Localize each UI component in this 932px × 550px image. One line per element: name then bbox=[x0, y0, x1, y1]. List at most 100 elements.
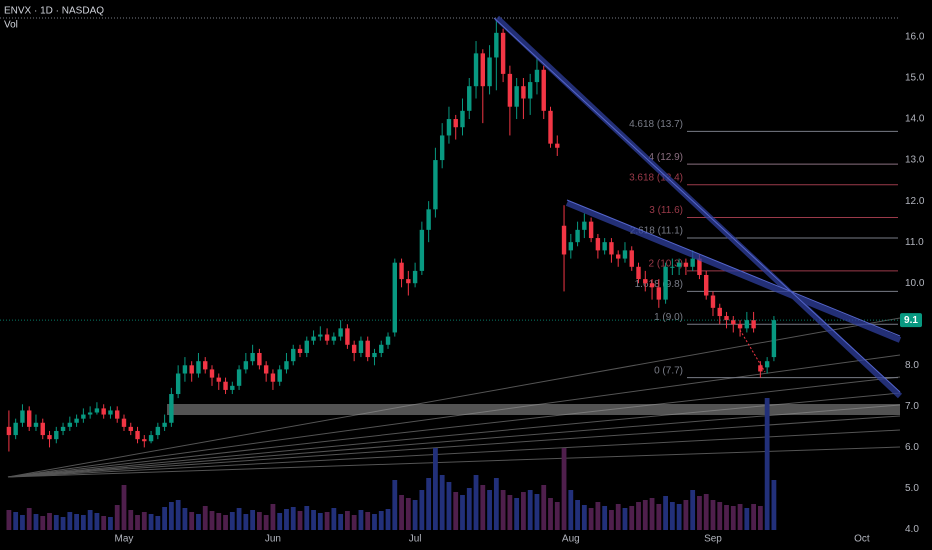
volume-bar bbox=[683, 500, 689, 530]
volume-bar bbox=[94, 513, 100, 530]
candle-body bbox=[534, 69, 540, 83]
candle-body bbox=[324, 334, 330, 341]
candle-body bbox=[216, 377, 221, 382]
candle-body bbox=[196, 361, 201, 374]
volume-bar bbox=[669, 502, 675, 530]
candle-body bbox=[758, 365, 763, 372]
candle-body bbox=[446, 119, 452, 136]
volume-bar bbox=[460, 495, 465, 530]
candle-body bbox=[588, 221, 594, 239]
volume-bar bbox=[751, 504, 756, 530]
candle-body bbox=[676, 262, 682, 267]
volume-bar bbox=[53, 515, 59, 530]
candle-body bbox=[663, 266, 668, 300]
y-tick-label: 16.0 bbox=[905, 32, 925, 43]
candle-body bbox=[683, 262, 689, 267]
volume-bar bbox=[202, 506, 208, 530]
volume-bar bbox=[20, 515, 25, 530]
volume-bar bbox=[453, 492, 459, 530]
candle-body bbox=[453, 119, 458, 128]
candle-body bbox=[135, 430, 140, 440]
volume-bar bbox=[771, 480, 777, 530]
candle-body bbox=[419, 229, 425, 271]
candle-body bbox=[467, 86, 472, 111]
volume-bar bbox=[493, 478, 499, 530]
candle-body bbox=[717, 307, 722, 317]
candle-body bbox=[121, 418, 127, 427]
candle-body bbox=[33, 422, 39, 427]
candle-body bbox=[230, 385, 235, 390]
volume-bar bbox=[744, 508, 750, 530]
candle-body bbox=[744, 320, 750, 329]
volume-bar bbox=[568, 490, 574, 530]
fib-label: 3 (11.6) bbox=[649, 205, 683, 216]
candle-body bbox=[155, 426, 161, 436]
volume-bar bbox=[135, 515, 140, 530]
candle-body bbox=[433, 160, 438, 210]
volume-bar bbox=[101, 516, 107, 530]
volume-bar bbox=[392, 480, 398, 530]
candle-body bbox=[338, 328, 343, 337]
candle-body bbox=[331, 336, 337, 341]
y-tick-label: 8.0 bbox=[905, 360, 919, 371]
volume-bar bbox=[500, 490, 506, 530]
candle-body bbox=[575, 229, 580, 243]
candle-body bbox=[128, 426, 133, 431]
volume-bar bbox=[196, 514, 201, 530]
candle-body bbox=[412, 270, 418, 284]
volume-bar bbox=[703, 494, 709, 530]
volume-bar bbox=[372, 514, 377, 530]
candle-body bbox=[243, 361, 249, 370]
candle-body bbox=[94, 408, 100, 413]
y-tick-label: 7.0 bbox=[905, 401, 919, 412]
volume-bar bbox=[229, 512, 235, 530]
candle-body bbox=[406, 279, 411, 284]
volume-bar bbox=[575, 500, 580, 530]
volume-bar bbox=[345, 511, 350, 530]
fan-line bbox=[7, 446, 901, 478]
volume-bar bbox=[480, 485, 486, 530]
volume-bar bbox=[629, 506, 635, 530]
candle-body bbox=[318, 334, 323, 337]
volume-bar bbox=[297, 511, 303, 530]
candle-body bbox=[710, 295, 716, 308]
candle-body bbox=[649, 283, 655, 288]
volume-bar bbox=[385, 509, 391, 530]
candle-body bbox=[257, 352, 262, 366]
y-tick-label: 4.0 bbox=[905, 524, 919, 535]
volume-bar bbox=[378, 511, 384, 530]
volume-bar bbox=[554, 502, 560, 530]
candle-body bbox=[561, 225, 567, 255]
candle-body bbox=[622, 250, 628, 259]
volume-bar bbox=[405, 498, 411, 530]
volume-bar bbox=[108, 517, 113, 530]
volume-bar bbox=[155, 516, 161, 530]
volume-bar bbox=[446, 482, 452, 530]
candle-body bbox=[473, 53, 479, 87]
volume-bar bbox=[338, 514, 344, 530]
volume-bar bbox=[351, 515, 357, 530]
candle-body bbox=[480, 53, 485, 87]
candle-body bbox=[656, 287, 662, 300]
volume-bar bbox=[13, 512, 19, 530]
fib-label: 4.618 (13.7) bbox=[629, 119, 683, 130]
candle-body bbox=[487, 57, 492, 87]
volume-bar bbox=[521, 492, 526, 530]
fan-line bbox=[7, 429, 901, 478]
chart-title: ENVX · 1D · NASDAQ bbox=[4, 6, 104, 17]
volume-bar bbox=[676, 504, 682, 530]
candle-body bbox=[460, 110, 465, 128]
volume-bar bbox=[419, 490, 425, 530]
volume-bar bbox=[487, 490, 492, 530]
candle-body bbox=[284, 361, 289, 370]
last-price-tag bbox=[900, 313, 922, 328]
volume-bar bbox=[277, 513, 283, 530]
fib-label: 1 (9.0) bbox=[654, 312, 683, 323]
candle-body bbox=[203, 361, 208, 370]
candle-body bbox=[555, 143, 560, 148]
trend-edges bbox=[493, 17, 901, 393]
volume-bar bbox=[290, 507, 296, 530]
candle-body bbox=[148, 435, 154, 442]
candle-body bbox=[385, 336, 391, 345]
volume-bar bbox=[717, 502, 723, 530]
